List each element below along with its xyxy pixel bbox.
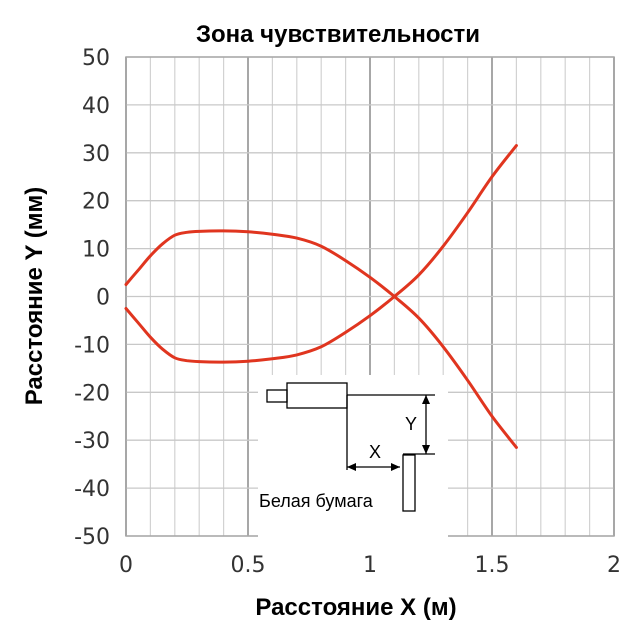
- y-tick-label: 50: [82, 46, 110, 71]
- paper-label: Белая бумага: [259, 491, 374, 511]
- x-tick-label: 1.5: [475, 553, 510, 578]
- y-dimension-label: Y: [405, 414, 417, 434]
- y-tick-label: 0: [96, 286, 110, 311]
- y-tick-label: 10: [82, 238, 110, 263]
- curves: [124, 144, 518, 449]
- y-tick-label: -40: [74, 477, 110, 502]
- y-tick-label: -50: [74, 525, 110, 550]
- y-tick-label: 20: [82, 190, 110, 215]
- tick-labels: 0 0.5 1 1.5 2 50 40 30 20 10 0 -10 -20 -30 -40 -50: [74, 46, 621, 578]
- chart-title: Зона чувствительности: [196, 21, 480, 48]
- series-line-2: [124, 144, 518, 364]
- x-arrow-left: [347, 463, 356, 471]
- x-dimension-label: X: [369, 442, 381, 462]
- x-tick-label: 2: [607, 553, 621, 578]
- x-axis-title: Расстояние X (м): [255, 594, 456, 621]
- x-tick-label: 0: [119, 553, 133, 578]
- white-paper: [402, 454, 416, 512]
- y-axis-title: Расстояние Y (мм): [21, 187, 48, 406]
- y-tick-label: -10: [74, 333, 110, 358]
- y-arrow-bottom: [422, 445, 430, 454]
- y-arrow-top: [422, 395, 430, 404]
- series-line-1: [124, 229, 518, 449]
- y-tick-label: 40: [82, 94, 110, 119]
- inset-background: [258, 375, 448, 540]
- x-arrow-right: [391, 463, 400, 471]
- y-tick-label: -20: [74, 381, 110, 406]
- y-tick-label: 30: [82, 142, 110, 167]
- x-tick-label: 1: [363, 553, 377, 578]
- y-tick-label: -30: [74, 429, 110, 454]
- inset-diagram: X Y Белая бумага: [258, 375, 448, 540]
- x-tick-label: 0.5: [231, 553, 266, 578]
